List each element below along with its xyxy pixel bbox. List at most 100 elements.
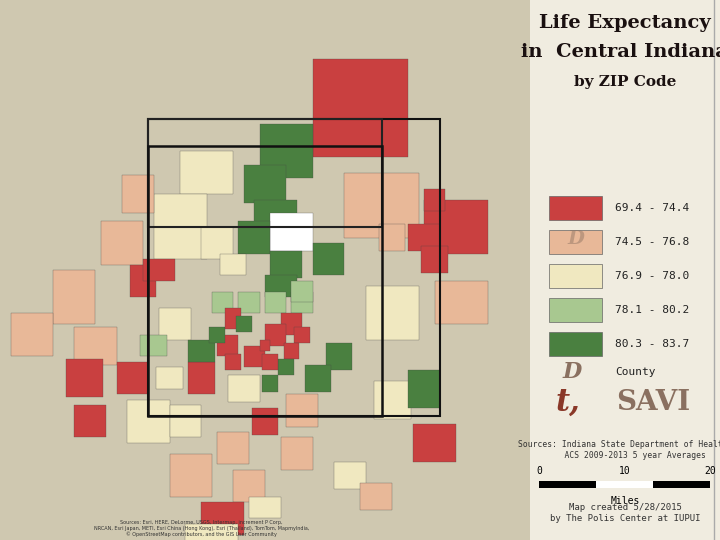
Bar	[238, 221, 270, 254]
Bar	[188, 340, 215, 362]
Bar	[148, 119, 440, 416]
Bar	[122, 176, 153, 213]
Bar	[408, 370, 440, 408]
Bar	[549, 264, 602, 288]
Bar	[254, 200, 297, 232]
Text: 10: 10	[619, 466, 631, 476]
Bar	[225, 354, 241, 370]
Text: Miles: Miles	[611, 496, 639, 506]
Text: 0: 0	[536, 466, 542, 476]
Bar	[244, 165, 286, 202]
Bar	[74, 405, 106, 437]
Bar	[202, 502, 244, 535]
Bar	[334, 462, 366, 489]
Bar	[228, 375, 260, 402]
Bar	[286, 394, 318, 427]
Text: Life Expectancy: Life Expectancy	[539, 14, 711, 31]
Bar	[424, 189, 445, 211]
Bar	[265, 324, 286, 346]
Text: 74.5 - 76.8: 74.5 - 76.8	[616, 237, 690, 247]
Bar	[305, 364, 331, 391]
Bar	[549, 230, 602, 254]
Bar	[180, 151, 233, 194]
Text: Sources: Esri, HERE, DeLorme, USGS, Intermap, increment P Corp,
NRCAN, Esri Japa: Sources: Esri, HERE, DeLorme, USGS, Inte…	[94, 520, 309, 537]
Bar	[424, 200, 487, 254]
Text: in  Central Indiana: in Central Indiana	[521, 43, 720, 61]
Bar	[360, 483, 392, 510]
Bar	[244, 346, 265, 367]
Bar	[281, 437, 312, 470]
Bar	[252, 408, 278, 435]
Bar	[265, 275, 297, 297]
Bar	[312, 243, 344, 275]
Text: 76.9 - 78.0: 76.9 - 78.0	[616, 271, 690, 281]
Text: County: County	[616, 367, 656, 376]
Bar	[170, 405, 202, 437]
Bar	[148, 119, 382, 227]
Bar	[202, 227, 233, 259]
Text: SAVI: SAVI	[616, 389, 690, 416]
Bar	[220, 254, 246, 275]
Bar	[170, 454, 212, 497]
Bar	[74, 327, 117, 364]
Bar	[549, 298, 602, 322]
Bar	[270, 213, 312, 251]
Bar	[366, 286, 418, 340]
Bar	[148, 146, 382, 416]
Bar	[539, 481, 711, 488]
Bar	[549, 195, 602, 220]
Text: 78.1 - 80.2: 78.1 - 80.2	[616, 305, 690, 315]
Bar	[53, 270, 95, 324]
Bar	[294, 327, 310, 343]
Bar	[435, 281, 487, 324]
Bar	[278, 359, 294, 375]
Bar	[284, 343, 300, 359]
Bar	[262, 375, 278, 391]
Text: Map created 5/28/2015
by The Polis Center at IUPUI: Map created 5/28/2015 by The Polis Cente…	[549, 503, 701, 523]
Bar	[236, 316, 252, 332]
Bar	[326, 343, 352, 370]
Bar	[117, 362, 148, 394]
Bar	[186, 524, 238, 540]
Bar	[260, 340, 270, 351]
Bar	[11, 313, 53, 356]
Bar	[260, 124, 312, 178]
Bar	[596, 481, 654, 488]
Bar	[143, 259, 175, 281]
Text: 69.4 - 74.4: 69.4 - 74.4	[616, 203, 690, 213]
Bar	[210, 327, 225, 343]
Bar	[156, 367, 183, 389]
Bar	[265, 292, 286, 313]
Bar	[374, 381, 410, 418]
Text: 80.3 - 83.7: 80.3 - 83.7	[616, 339, 690, 349]
Bar	[188, 362, 215, 394]
Bar	[262, 354, 278, 370]
Text: D: D	[567, 230, 584, 248]
Bar	[312, 59, 408, 157]
Bar	[130, 265, 156, 297]
Bar	[421, 246, 448, 273]
Bar	[344, 173, 418, 238]
Bar	[127, 400, 170, 443]
Bar	[292, 281, 312, 302]
Text: t,: t,	[556, 387, 580, 418]
Bar	[217, 335, 238, 356]
Bar	[159, 308, 191, 340]
Bar	[281, 313, 302, 335]
Bar	[153, 194, 207, 259]
Bar	[101, 221, 143, 265]
Bar	[413, 424, 456, 462]
Bar	[225, 308, 241, 329]
Bar	[66, 359, 104, 397]
Text: 20: 20	[705, 466, 716, 476]
Bar	[408, 224, 440, 251]
Bar	[212, 292, 233, 313]
Text: D: D	[562, 361, 581, 382]
Bar	[379, 224, 405, 251]
Text: Sources: Indiana State Department of Health,
    ACS 2009-2013 5 year Averages: Sources: Indiana State Department of Hea…	[518, 440, 720, 460]
Bar	[549, 332, 602, 356]
Bar	[217, 432, 249, 464]
Bar	[140, 335, 167, 356]
Bar	[233, 470, 265, 502]
Bar	[292, 292, 312, 313]
